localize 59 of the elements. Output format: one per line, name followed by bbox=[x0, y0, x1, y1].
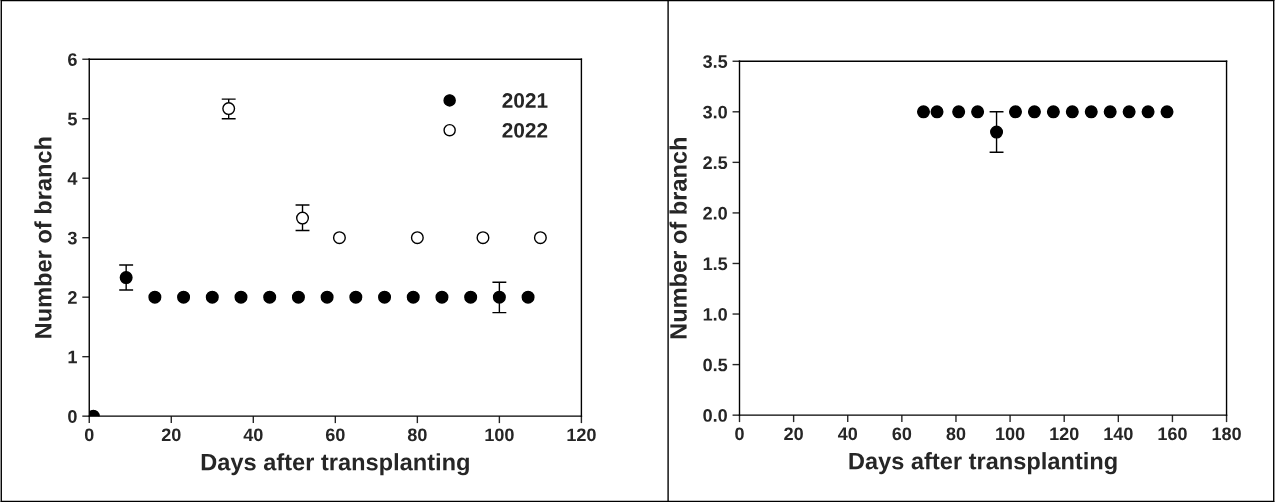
x-tick-label: 60 bbox=[325, 428, 345, 442]
y-tick-label: 2 bbox=[68, 291, 77, 304]
y-tick-label: 4 bbox=[67, 172, 78, 185]
point bbox=[222, 102, 236, 116]
legend-label: 2021 bbox=[502, 93, 548, 108]
point bbox=[406, 290, 420, 304]
x-tick-label: 100 bbox=[996, 427, 1025, 441]
y-tick-label: 3 bbox=[67, 231, 77, 245]
point bbox=[177, 290, 191, 304]
point bbox=[435, 290, 449, 304]
x-tick-label: 20 bbox=[784, 427, 803, 441]
point bbox=[410, 231, 424, 245]
point bbox=[291, 290, 305, 304]
x-tick-label: 180 bbox=[1212, 427, 1241, 441]
y-tick-label: 0.5 bbox=[703, 358, 728, 372]
y-axis-title: Number of branch bbox=[34, 137, 52, 338]
x-tick-label: 0 bbox=[735, 427, 744, 441]
y-tick-label: 0 bbox=[68, 410, 77, 423]
legend-label: 2022 bbox=[502, 122, 548, 138]
point bbox=[521, 290, 535, 304]
point bbox=[476, 231, 490, 245]
y-tick-label: 2.0 bbox=[703, 206, 727, 220]
y-tick-label: 1.0 bbox=[703, 307, 727, 321]
x-tick-label: 80 bbox=[407, 428, 427, 442]
y-tick-label: 1 bbox=[68, 350, 77, 364]
point bbox=[296, 211, 310, 225]
y-tick-label: 2.5 bbox=[703, 156, 728, 170]
point bbox=[320, 290, 334, 304]
y-tick-label: 0.0 bbox=[703, 409, 727, 422]
point bbox=[464, 290, 478, 304]
point bbox=[205, 290, 219, 304]
x-axis-title: Days after transplanting bbox=[849, 452, 1117, 475]
point bbox=[349, 290, 363, 304]
y-tick-label: 1.5 bbox=[703, 257, 728, 271]
x-tick-label: 80 bbox=[946, 427, 966, 441]
point bbox=[234, 290, 248, 304]
x-tick-label: 140 bbox=[1104, 427, 1133, 441]
point bbox=[263, 290, 277, 304]
y-tick-label: 6 bbox=[68, 53, 77, 66]
x-axis-title: Days after transplanting bbox=[201, 453, 469, 476]
point bbox=[332, 231, 346, 245]
x-tick-label: 160 bbox=[1158, 427, 1187, 441]
y-tick-label: 3.5 bbox=[703, 55, 728, 68]
x-tick-label: 120 bbox=[1050, 427, 1079, 441]
point bbox=[378, 290, 392, 304]
y-axis-title: Number of branch bbox=[669, 137, 687, 339]
point bbox=[533, 231, 547, 245]
x-tick-label: 40 bbox=[837, 427, 858, 441]
point bbox=[148, 290, 162, 304]
x-tick-label: 60 bbox=[892, 427, 912, 441]
x-tick-label: 120 bbox=[567, 428, 596, 442]
x-tick-label: 100 bbox=[485, 428, 514, 442]
x-tick-label: 40 bbox=[243, 428, 263, 442]
y-tick-label: 3.0 bbox=[703, 105, 727, 119]
x-tick-label: 0 bbox=[84, 428, 94, 442]
point bbox=[119, 271, 133, 285]
y-tick-label: 5 bbox=[67, 112, 77, 126]
x-tick-label: 20 bbox=[161, 428, 181, 442]
point bbox=[492, 290, 506, 304]
